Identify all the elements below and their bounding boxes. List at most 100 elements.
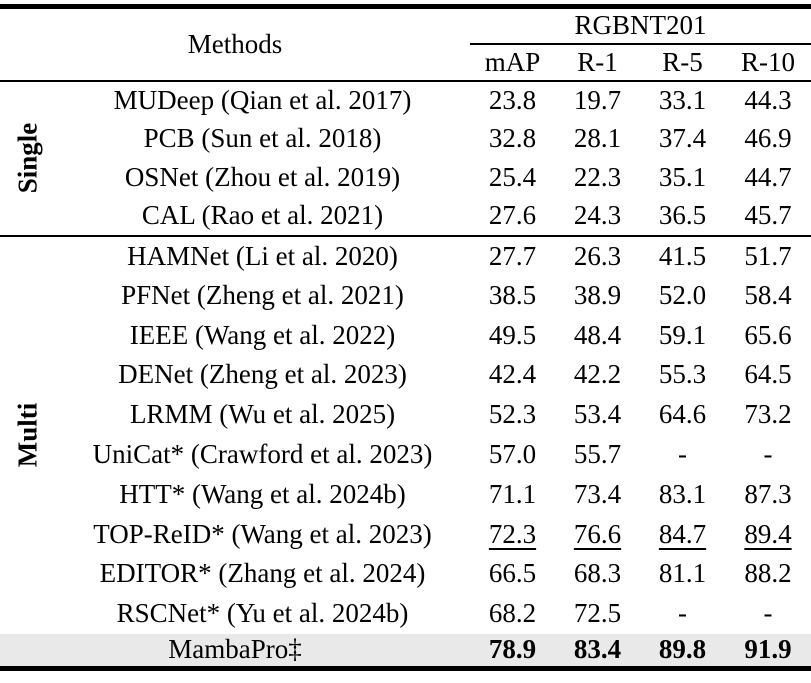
metric-value: 25.4	[488, 161, 537, 192]
metric-value: 32.8	[488, 123, 537, 154]
table-row: PFNet (Zheng et al. 2021) 38.5 38.9 52.0…	[0, 275, 811, 315]
metric-value: 72.5	[573, 598, 622, 629]
metric-value: 78.9	[488, 634, 537, 665]
metric-value: 88.2	[744, 558, 792, 589]
metric-value: 22.3	[573, 161, 622, 192]
metric-value: 83.1	[658, 478, 707, 509]
metric-header-map: mAP	[470, 43, 555, 82]
metric-value: 37.4	[658, 123, 707, 154]
table-row: DENet (Zheng et al. 2023) 42.4 42.2 55.3…	[0, 355, 811, 395]
method-cell: MUDeep (Qian et al. 2017)	[113, 84, 412, 115]
metric-value: 91.9	[744, 634, 792, 665]
results-table: Methods RGBNT201 mAP R-1 R-5 R-10 Single…	[0, 4, 811, 672]
metric-value: 52.0	[658, 279, 707, 310]
metric-value: 28.1	[573, 123, 622, 154]
metric-value: 44.3	[744, 84, 792, 115]
metric-value: 65.6	[744, 319, 792, 350]
metric-value: 72.3	[488, 518, 537, 549]
single-modality-section: Single MUDeep (Qian et al. 2017) 23.8 19…	[0, 81, 811, 236]
metric-header-r1: R-1	[555, 43, 640, 82]
method-cell: DENet (Zheng et al. 2023)	[118, 359, 407, 390]
metric-value: 38.9	[573, 279, 622, 310]
metric-value: 38.5	[488, 279, 537, 310]
metric-value: 64.5	[744, 359, 792, 390]
metric-value: 73.2	[744, 399, 792, 430]
table-row: LRMM (Wu et al. 2025) 52.3 53.4 64.6 73.…	[0, 395, 811, 435]
metric-value: -	[678, 439, 687, 470]
metric-value: 55.3	[658, 359, 707, 390]
metric-value: 59.1	[658, 319, 707, 350]
highlight-section: MambaPro‡ 78.9 83.4 89.8 91.9	[0, 633, 811, 669]
table-row: Single MUDeep (Qian et al. 2017) 23.8 19…	[0, 81, 811, 193]
method-cell: EDITOR* (Zhang et al. 2024)	[99, 558, 426, 589]
metric-value: 68.2	[488, 598, 537, 629]
method-cell: HAMNet (Li et al. 2020)	[55, 234, 470, 276]
metric-value: 46.9	[744, 123, 792, 154]
method-cell: PFNet (Zheng et al. 2021)	[121, 279, 404, 310]
metric-value: 83.4	[573, 634, 622, 665]
metric-value: -	[763, 439, 773, 470]
method-cell: RSCNet* (Yu et al. 2024b)	[116, 598, 409, 629]
metric-value: 76.6	[573, 518, 622, 549]
metric-value: -	[763, 598, 773, 629]
methods-column-header: Methods	[0, 6, 470, 82]
metric-value: 49.5	[488, 319, 537, 350]
dataset-header: RGBNT201	[470, 6, 811, 45]
metric-value: 35.1	[658, 161, 707, 192]
metric-value: 51.7	[725, 234, 811, 276]
multi-modality-section: Multi HAMNet (Li et al. 2020) 27.7 26.3 …	[0, 234, 811, 634]
group-label-multi: Multi	[12, 402, 42, 468]
table-row: HTT* (Wang et al. 2024b) 71.1 73.4 83.1 …	[0, 474, 811, 514]
metric-value: 84.7	[658, 518, 707, 549]
metric-header-r5: R-5	[640, 43, 725, 82]
metric-value: 81.1	[658, 558, 707, 589]
group-label-single: Single	[12, 122, 42, 194]
metric-value: 89.8	[658, 634, 707, 665]
method-cell: HTT* (Wang et al. 2024b)	[119, 478, 406, 509]
metric-value: 87.3	[744, 478, 792, 509]
metric-value: 24.3	[573, 200, 622, 231]
metric-value: 52.3	[488, 399, 537, 430]
metric-value: 66.5	[488, 558, 537, 589]
metric-value: 64.6	[658, 399, 707, 430]
table-header: Methods RGBNT201 mAP R-1 R-5 R-10	[0, 6, 811, 82]
metric-value: 71.1	[488, 478, 537, 509]
metric-value: 42.2	[573, 359, 622, 390]
highlight-row: MambaPro‡ 78.9 83.4 89.8 91.9	[0, 633, 811, 669]
header-row-metrics: mAP R-1 R-5 R-10	[0, 43, 811, 82]
metric-value: -	[678, 598, 687, 629]
metric-value: 27.6	[488, 200, 537, 231]
metric-value: 26.3	[555, 234, 640, 276]
metric-value: 73.4	[573, 478, 622, 509]
table-row: IEEE (Wang et al. 2022) 49.5 48.4 59.1 6…	[0, 315, 811, 355]
metric-value: 68.3	[573, 558, 622, 589]
method-cell: OSNet (Zhou et al. 2019)	[124, 161, 401, 192]
metric-value: 42.4	[488, 359, 537, 390]
table-row: CAL (Rao et al. 2021) 27.6 24.3 36.5 45.…	[0, 197, 811, 236]
table-row: RSCNet* (Yu et al. 2024b) 68.2 72.5 - -	[0, 594, 811, 634]
metric-value: 89.4	[744, 518, 792, 549]
group-cell-single: Single	[0, 81, 55, 236]
table-row: OSNet (Zhou et al. 2019) 25.4 22.3 35.1 …	[0, 158, 811, 197]
method-cell: TOP-ReID* (Wang et al. 2023)	[93, 518, 432, 549]
metric-value: 45.7	[744, 200, 792, 231]
metric-value: 48.4	[573, 319, 622, 350]
table-row: PCB (Sun et al. 2018) 32.8 28.1 37.4 46.…	[0, 119, 811, 158]
metric-value: 53.4	[573, 399, 622, 430]
metric-value: 57.0	[488, 439, 537, 470]
table-row: TOP-ReID* (Wang et al. 2023) 72.3 76.6 8…	[0, 514, 811, 554]
method-cell: UniCat* (Crawford et al. 2023)	[92, 439, 433, 470]
method-cell: CAL (Rao et al. 2021)	[141, 200, 384, 231]
metric-value: 58.4	[744, 279, 792, 310]
method-cell: IEEE (Wang et al. 2022)	[129, 319, 396, 350]
metric-value: 55.7	[573, 439, 622, 470]
group-cell-multi: Multi	[0, 234, 55, 634]
metric-value: 33.1	[658, 84, 707, 115]
method-cell-mambapro: MambaPro‡	[168, 634, 302, 665]
method-cell: PCB (Sun et al. 2018)	[143, 123, 382, 154]
table-row: UniCat* (Crawford et al. 2023) 57.0 55.7…	[0, 435, 811, 475]
metric-value: 19.7	[573, 84, 622, 115]
metric-value: 23.8	[488, 84, 537, 115]
method-cell: LRMM (Wu et al. 2025)	[129, 399, 396, 430]
